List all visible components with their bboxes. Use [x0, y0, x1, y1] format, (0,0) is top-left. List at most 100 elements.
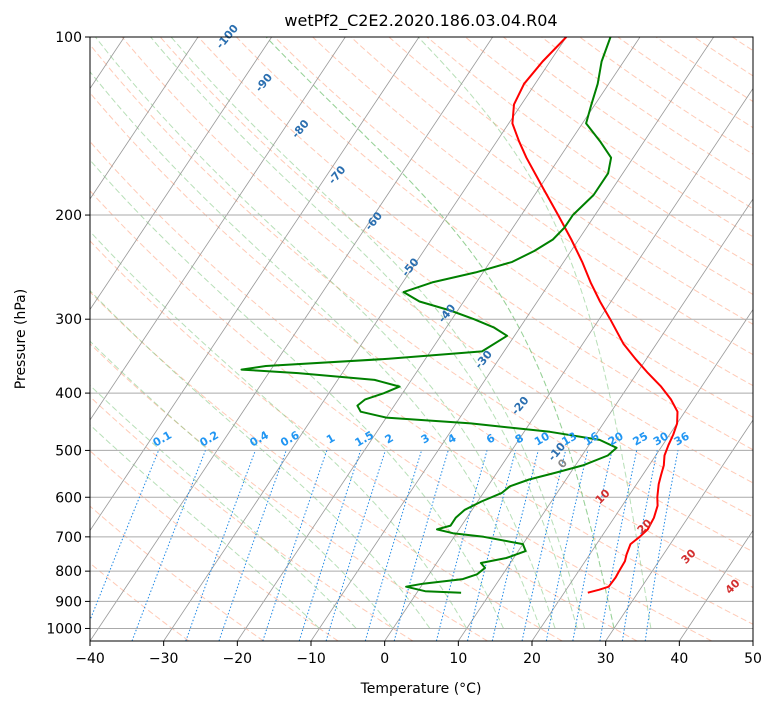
chart-title: wetPf2_C2E2.2020.186.03.04.R04: [284, 11, 557, 31]
x-tick-label: 0: [380, 651, 389, 667]
mixing-ratio-line: [325, 450, 386, 641]
y-tick-label: 500: [55, 443, 82, 459]
x-tick-label: 10: [449, 651, 467, 667]
mixing-ratio-label: 1.5: [353, 428, 376, 449]
moist-adiabat-label: 40: [723, 576, 743, 596]
dry-adiabat-line: [274, 37, 753, 387]
dry-adiabat-line: [770, 37, 775, 641]
dry-adiabat-label: -70: [326, 163, 349, 187]
mixing-ratio-label: 2: [383, 431, 396, 446]
moist-adiabat-line: [90, 340, 394, 629]
isotherm-line: [90, 37, 493, 641]
dry-adiabat-line: [693, 37, 753, 77]
moist-adiabat-line: [170, 37, 586, 629]
background-lines: [90, 37, 775, 641]
mixing-ratio-label: 3: [419, 431, 432, 446]
moist-adiabat-line: [90, 424, 320, 629]
y-tick-label: 900: [55, 594, 82, 610]
mixing-ratio-line: [491, 450, 539, 641]
moist-adiabat-line: [265, 37, 615, 629]
axes: −40 −30 −20 −10 0 10 20 30 40 5010020030040050060…: [46, 30, 762, 667]
mixing-ratio-line: [393, 450, 449, 641]
x-tick-label: −10: [296, 651, 326, 667]
isotherm-line: [458, 198, 753, 641]
dry-adiabat-line: [655, 37, 753, 103]
mixing-ratio-line: [90, 450, 160, 622]
moist-adiabat-line: [265, 37, 615, 629]
mixing-ratio-label: 0.6: [278, 428, 302, 449]
x-tick-label: 20: [523, 651, 541, 667]
isotherm-line: [90, 37, 420, 532]
moist-adiabat-line: [90, 230, 468, 629]
mixing-ratio-line: [545, 450, 589, 641]
x-tick-label: −30: [149, 651, 179, 667]
mixing-ratio-line: [621, 450, 658, 641]
moist-adiabat-label: 10: [593, 486, 613, 506]
mixing-ratio-line: [467, 450, 517, 641]
moist-adiabat-line: [90, 384, 357, 629]
mixing-ratio-label: 20: [606, 429, 626, 448]
dry-adiabat-line: [90, 450, 339, 641]
dry-adiabat-line: [90, 190, 712, 641]
moist-adiabat-line: [90, 70, 541, 629]
plot-frame: [89, 36, 754, 642]
mixing-ratio-line: [364, 450, 423, 641]
moist-adiabat-line: [150, 37, 578, 629]
y-tick-label: 600: [55, 490, 82, 506]
mixing-ratio-label: 0.1: [151, 428, 174, 449]
y-axis-label: Pressure (hPa): [13, 289, 29, 389]
mixing-ratio-line: [572, 450, 613, 641]
mixing-ratio-line: [521, 450, 567, 641]
isotherm-line: [384, 87, 753, 641]
y-tick-label: 300: [55, 312, 82, 328]
dry-adiabat-line: [732, 37, 753, 52]
x-tick-label: 50: [744, 651, 762, 667]
dry-adiabat-line: [90, 505, 264, 641]
isotherm-line: [310, 37, 714, 641]
mixing-ratio-line: [131, 450, 206, 641]
dry-adiabat-line: [90, 92, 753, 589]
isotherm-line: [752, 640, 753, 641]
dry-adiabat-line: [312, 37, 753, 356]
isotherm-line: [531, 308, 753, 641]
mixing-ratio-label: 4: [445, 431, 458, 446]
moist-adiabat-line: [90, 289, 431, 629]
dry-adiabat-line: [90, 43, 753, 553]
x-axis-label: Temperature (°C): [360, 681, 482, 697]
dry-adiabat-line: [197, 37, 753, 451]
dry-adiabat-line: [503, 37, 753, 210]
moist-adiabat-line: [417, 37, 652, 629]
y-tick-label: 400: [55, 386, 82, 402]
dry-adiabat-line: [90, 291, 563, 641]
y-tick-label: 800: [55, 564, 82, 580]
x-tick-label: 40: [670, 651, 688, 667]
mixing-ratio-label: 8: [513, 431, 526, 446]
mixing-ratio-line: [644, 450, 679, 641]
dry-adiabat-line: [464, 37, 753, 238]
dry-adiabat-line: [617, 37, 753, 129]
mixing-ratio-label: 0.4: [247, 428, 271, 449]
isotherm-line: [90, 37, 346, 421]
dry-adiabat-label: -60: [362, 209, 385, 233]
mixing-ratio-line: [218, 450, 287, 641]
mixing-ratio-line: [185, 450, 256, 641]
mixing-ratio-line: [599, 450, 638, 641]
mixing-ratio-label: 0.2: [197, 428, 220, 449]
isotherm-line: [237, 37, 641, 641]
dry-adiabat-line: [90, 395, 414, 641]
x-tick-label: 30: [597, 651, 615, 667]
dry-adiabat-line: [579, 37, 753, 155]
isotherm-line: [163, 37, 567, 641]
isotherm-line: [90, 37, 272, 311]
line-labels: -100-90-80-70-60-50-40-30-20-1000.1 0.2 0.…: [151, 22, 743, 597]
x-tick-label: −20: [223, 651, 253, 667]
dry-adiabat-line: [388, 37, 753, 296]
mixing-ratio-label: 1: [324, 431, 337, 446]
dry-adiabat-line: [90, 240, 638, 641]
dry-adiabat-line: [121, 37, 753, 518]
dry-adiabat-label: -20: [509, 394, 532, 418]
sounding-lines: [240, 37, 679, 594]
moist-adiabat-line: [95, 37, 556, 629]
dry-adiabat-line: [236, 37, 753, 418]
mixing-ratio-label: 6: [484, 431, 497, 446]
